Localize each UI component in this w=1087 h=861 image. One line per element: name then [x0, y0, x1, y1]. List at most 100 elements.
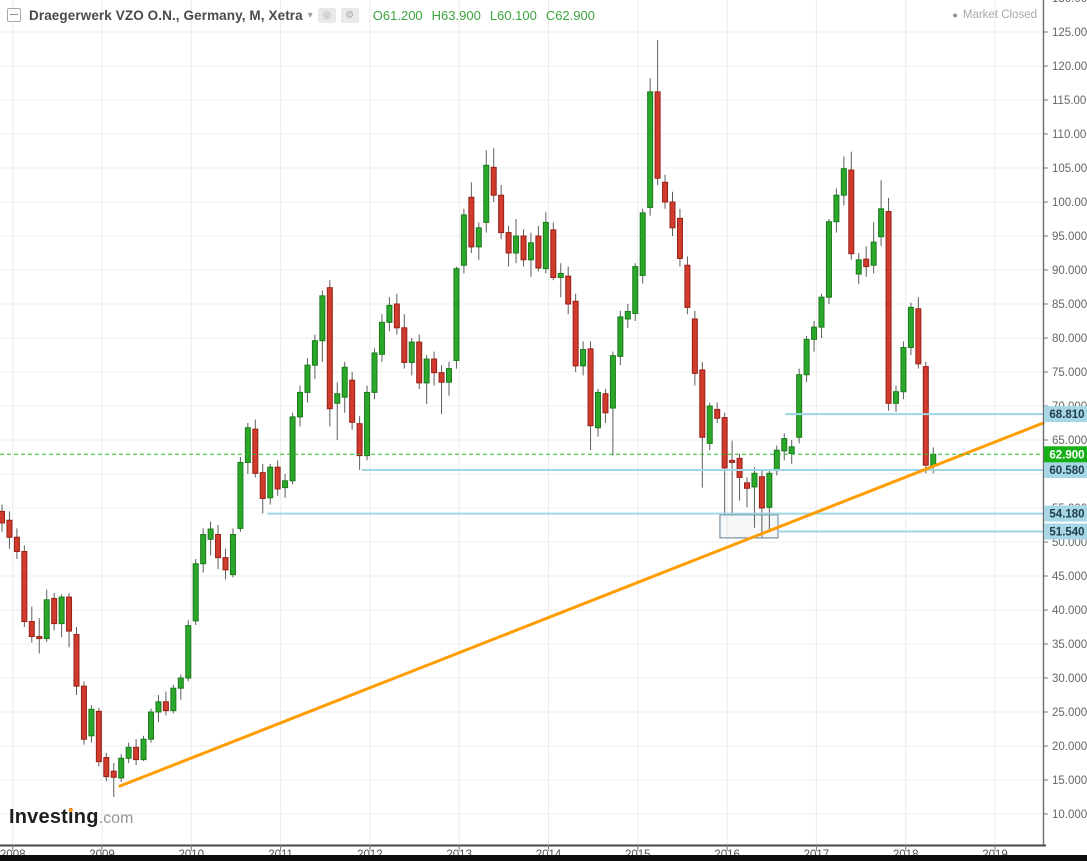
candle[interactable]: [326, 280, 333, 427]
candle[interactable]: [535, 225, 542, 272]
candle[interactable]: [490, 148, 497, 202]
candle[interactable]: [870, 222, 877, 274]
candle[interactable]: [736, 453, 743, 501]
candle[interactable]: [267, 463, 274, 505]
candle[interactable]: [423, 355, 430, 404]
candle[interactable]: [840, 156, 847, 206]
candle[interactable]: [133, 739, 140, 766]
candle[interactable]: [855, 253, 862, 285]
candle[interactable]: [475, 222, 482, 260]
candle[interactable]: [304, 358, 311, 403]
candle[interactable]: [155, 695, 162, 723]
candle[interactable]: [237, 457, 244, 532]
candle[interactable]: [684, 256, 691, 315]
candle[interactable]: [297, 385, 303, 427]
candle[interactable]: [192, 559, 199, 625]
candle[interactable]: [907, 302, 914, 355]
candle[interactable]: [803, 335, 810, 383]
candle[interactable]: [639, 208, 646, 284]
candle[interactable]: [818, 293, 825, 338]
candle[interactable]: [364, 385, 371, 461]
candle[interactable]: [498, 185, 505, 240]
candle[interactable]: [282, 474, 289, 498]
candle[interactable]: [900, 341, 907, 400]
candle[interactable]: [513, 219, 520, 264]
candle[interactable]: [617, 310, 624, 366]
candlestick-series[interactable]: [0, 40, 937, 797]
candle[interactable]: [729, 440, 736, 516]
candle[interactable]: [51, 593, 58, 631]
candle[interactable]: [0, 504, 5, 532]
candle[interactable]: [669, 191, 676, 236]
candle[interactable]: [453, 266, 460, 369]
candle[interactable]: [662, 174, 669, 209]
candle[interactable]: [274, 460, 281, 496]
candle[interactable]: [609, 351, 616, 456]
candle[interactable]: [520, 229, 527, 267]
candle[interactable]: [222, 548, 229, 580]
candle[interactable]: [751, 467, 758, 528]
candle[interactable]: [177, 674, 184, 700]
candle[interactable]: [565, 266, 572, 315]
candle[interactable]: [654, 40, 661, 185]
candle[interactable]: [483, 150, 490, 233]
candle[interactable]: [319, 290, 326, 362]
candle[interactable]: [229, 528, 236, 578]
candle[interactable]: [825, 219, 832, 304]
candle[interactable]: [21, 545, 28, 627]
chevron-down-icon[interactable]: ▾: [307, 9, 313, 21]
candle[interactable]: [125, 742, 132, 763]
candle[interactable]: [699, 361, 706, 488]
candle[interactable]: [103, 752, 110, 782]
candle[interactable]: [721, 412, 728, 516]
candle[interactable]: [80, 681, 87, 745]
candle[interactable]: [58, 594, 65, 638]
candle[interactable]: [885, 197, 892, 411]
candle[interactable]: [118, 754, 125, 783]
candle[interactable]: [378, 314, 385, 362]
candle[interactable]: [28, 606, 35, 643]
candle[interactable]: [781, 433, 788, 461]
candle[interactable]: [915, 297, 922, 369]
candle[interactable]: [460, 208, 467, 274]
candle[interactable]: [349, 372, 356, 430]
candle[interactable]: [893, 385, 899, 413]
candle[interactable]: [438, 365, 445, 415]
candle[interactable]: [811, 321, 818, 352]
candle[interactable]: [505, 225, 512, 267]
candle[interactable]: [244, 423, 251, 474]
candle[interactable]: [468, 182, 475, 253]
candle[interactable]: [788, 440, 795, 464]
collapse-icon[interactable]: [7, 8, 21, 22]
candle[interactable]: [848, 151, 855, 260]
candle[interactable]: [207, 521, 214, 556]
candle[interactable]: [431, 351, 438, 386]
candle[interactable]: [624, 304, 631, 328]
candle[interactable]: [602, 389, 609, 423]
candle[interactable]: [185, 620, 192, 682]
candle[interactable]: [36, 618, 43, 654]
candle[interactable]: [6, 511, 13, 549]
candle[interactable]: [95, 707, 102, 767]
candle[interactable]: [572, 293, 579, 372]
candle[interactable]: [691, 310, 698, 386]
candle[interactable]: [632, 263, 639, 321]
candle[interactable]: [580, 341, 587, 376]
candle[interactable]: [170, 684, 177, 714]
candle[interactable]: [706, 402, 713, 451]
candle[interactable]: [922, 361, 929, 474]
candle[interactable]: [758, 470, 765, 538]
candle[interactable]: [356, 416, 363, 470]
candle[interactable]: [393, 293, 400, 335]
candle[interactable]: [259, 463, 266, 514]
candle[interactable]: [162, 691, 169, 716]
candle[interactable]: [878, 180, 885, 247]
candle[interactable]: [595, 389, 601, 437]
gear-icon[interactable]: ⚙: [340, 7, 359, 23]
candle[interactable]: [215, 525, 222, 570]
candle[interactable]: [557, 263, 564, 298]
candle[interactable]: [587, 341, 594, 451]
candle[interactable]: [88, 705, 95, 743]
